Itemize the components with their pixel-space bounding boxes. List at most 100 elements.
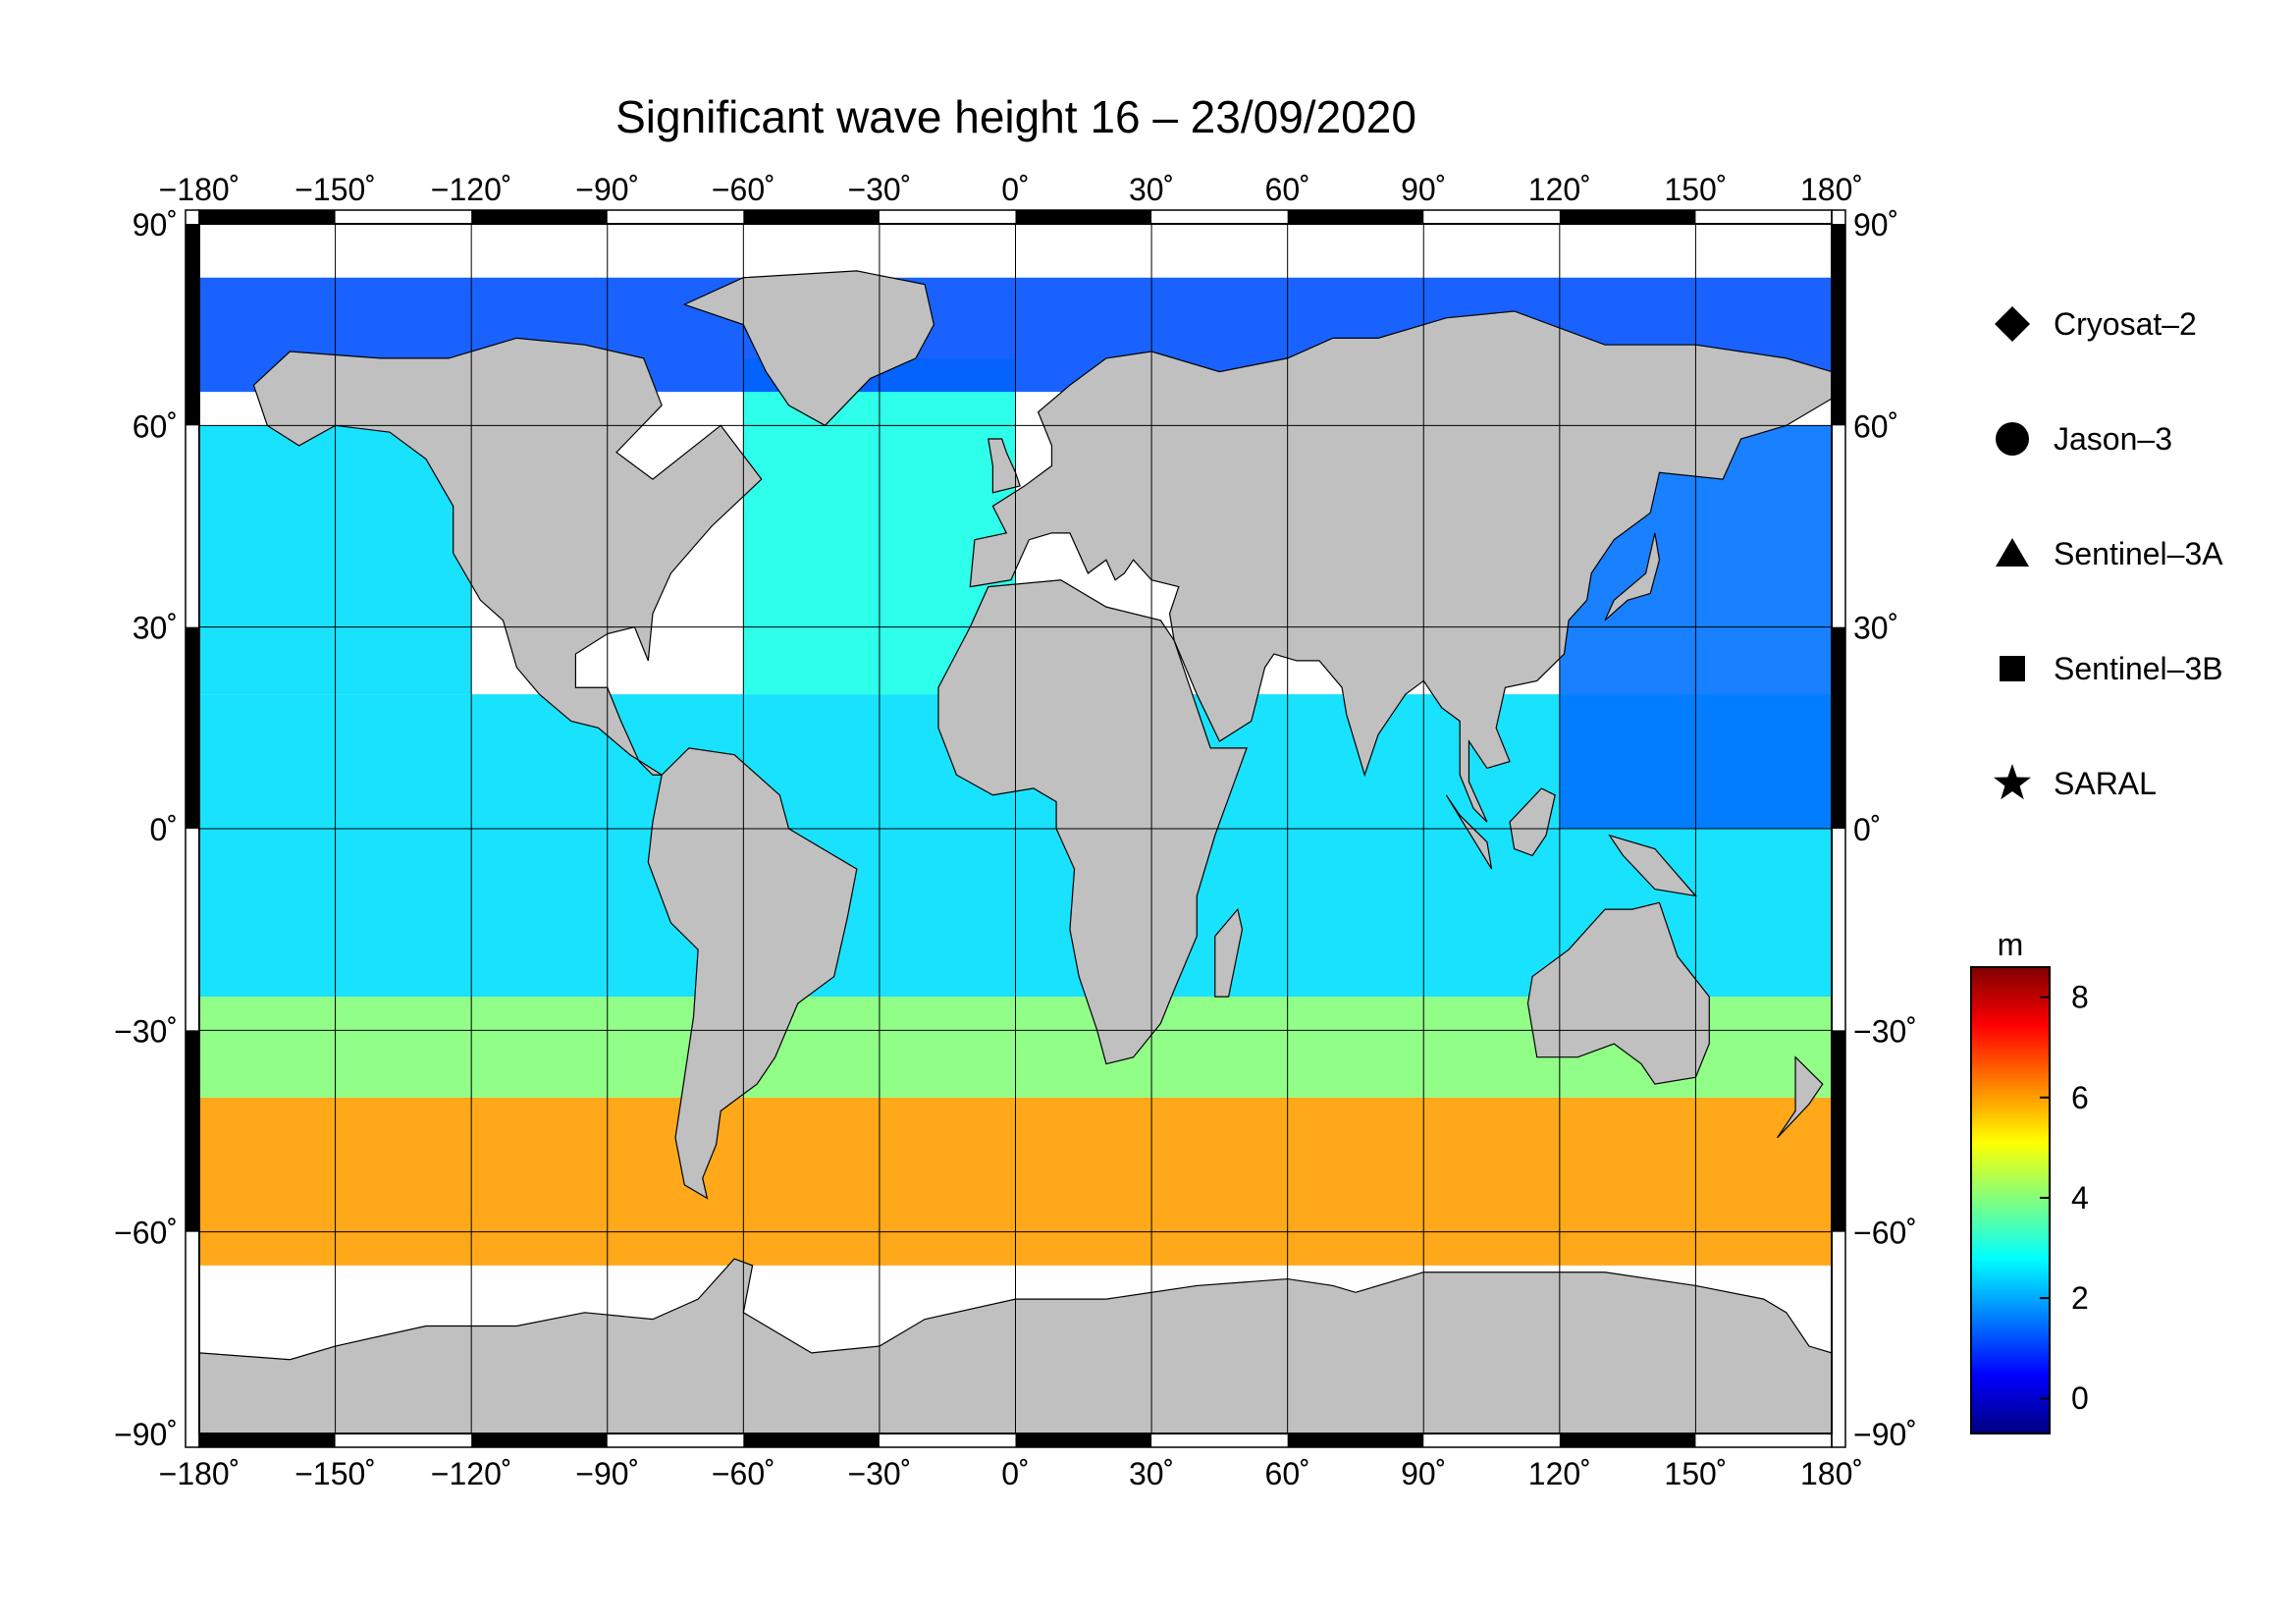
lon-tick-label-bottom: 120˚ [1528, 1456, 1591, 1491]
lat-tick-label-right: 60˚ [1853, 408, 1898, 444]
frame-segment [186, 626, 199, 829]
axis-tick-labels: −180˚ −180˚ −150˚ −150˚ −120˚ −120˚ −90˚ −90˚ −6… [114, 172, 1917, 1491]
legend-label: Sentinel–3B [2054, 651, 2223, 686]
lon-tick-label-top: 120˚ [1528, 172, 1591, 207]
frame-segment [471, 1434, 608, 1447]
colorbar: m 0 2 4 6 8 [1970, 927, 2089, 1434]
lon-tick-label-bottom: −30˚ [847, 1456, 911, 1491]
lon-tick-label-top: 90˚ [1401, 172, 1446, 207]
frame-segment [1832, 224, 1845, 426]
lon-tick-label-bottom: 180˚ [1800, 1456, 1863, 1491]
frame-segment [1559, 210, 1696, 224]
colorbar-unit: m [1998, 927, 2024, 962]
lat-tick-label-right: −30˚ [1853, 1013, 1917, 1049]
frame-segment [1832, 626, 1845, 829]
legend-label: Jason–3 [2054, 421, 2172, 457]
frame-segment [1015, 1434, 1152, 1447]
land-new-zealand [1777, 1055, 1824, 1139]
frame-segment [1287, 210, 1424, 224]
frame-segment [186, 224, 199, 426]
land-borneo [1509, 787, 1556, 857]
legend-item-circle: Jason–3 [1996, 421, 2172, 457]
lon-tick-label-top: −180˚ [159, 172, 240, 207]
land-greenland [682, 270, 934, 427]
lat-tick-label-right: 30˚ [1853, 611, 1898, 646]
lat-tick-label-right: −60˚ [1853, 1216, 1917, 1251]
lon-tick-label-bottom: −150˚ [294, 1456, 376, 1491]
lat-tick-label-left: 30˚ [133, 611, 178, 646]
lon-tick-label-bottom: 0˚ [1001, 1456, 1029, 1491]
lat-tick-label-left: 60˚ [133, 408, 178, 444]
map-frame [185, 209, 1846, 1448]
frame-segment [1832, 1030, 1845, 1232]
frame-segment [199, 1434, 336, 1447]
lon-tick-label-top: 150˚ [1664, 172, 1727, 207]
legend-item-star: SARAL [1994, 764, 2157, 801]
lon-tick-label-top: −60˚ [712, 172, 775, 207]
legend-label: Sentinel–3A [2054, 536, 2223, 571]
satellite-legend: Cryosat–2 Jason–3 Sentinel–3A Sentinel–3B SA… [1994, 306, 2223, 801]
lon-tick-label-top: 30˚ [1129, 172, 1174, 207]
lon-tick-label-top: −90˚ [575, 172, 639, 207]
frame-segment [186, 1030, 199, 1232]
diamond-icon [1995, 306, 2030, 342]
frame-segment [1015, 210, 1152, 224]
frame-left [185, 209, 200, 1448]
lat-tick-label-right: 90˚ [1853, 207, 1898, 243]
lon-tick-label-top: −120˚ [431, 172, 512, 207]
colorbar-tick-label: 4 [2071, 1180, 2089, 1216]
lat-tick-label-right: −90˚ [1853, 1417, 1917, 1452]
colorbar-tick-label: 8 [2071, 980, 2089, 1015]
lat-tick-label-left: 90˚ [133, 207, 178, 243]
lon-tick-label-bottom: −60˚ [712, 1456, 775, 1491]
legend-item-triangle: Sentinel–3A [1996, 536, 2223, 571]
lon-tick-label-bottom: −180˚ [159, 1456, 240, 1491]
lat-tick-label-left: −90˚ [114, 1417, 178, 1452]
chart-title: Significant wave height 16 – 23/09/2020 [615, 91, 1416, 142]
land-north-america [252, 337, 763, 776]
lat-tick-label-left: 0˚ [150, 812, 178, 847]
lon-tick-label-top: 180˚ [1800, 172, 1863, 207]
legend-label: Cryosat–2 [2054, 306, 2197, 342]
frame-segment [471, 210, 608, 224]
lon-tick-label-bottom: −90˚ [575, 1456, 639, 1491]
colorbar-tick-label: 6 [2071, 1080, 2089, 1115]
frame-segment [743, 210, 880, 224]
frame-segment [743, 1434, 880, 1447]
lon-tick-label-top: −150˚ [294, 172, 376, 207]
frame-segment [1559, 1434, 1696, 1447]
lon-tick-label-bottom: 90˚ [1401, 1456, 1446, 1491]
square-icon [2000, 656, 2025, 681]
colorbar-tick-label: 0 [2071, 1380, 2089, 1416]
land-south-america [647, 747, 858, 1200]
land-new-guinea [1608, 834, 1697, 897]
lat-tick-label-right: 0˚ [1853, 812, 1881, 847]
lat-tick-label-left: −60˚ [114, 1216, 178, 1251]
legend-item-square: Sentinel–3B [2000, 651, 2223, 686]
land-britain [988, 438, 1021, 494]
lon-tick-label-top: 60˚ [1265, 172, 1310, 207]
frame-segment [1287, 1434, 1424, 1447]
lon-tick-label-bottom: 150˚ [1664, 1456, 1727, 1491]
legend-item-diamond: Cryosat–2 [1995, 306, 2197, 342]
lon-tick-label-bottom: −120˚ [431, 1456, 512, 1491]
land-sumatra [1445, 794, 1493, 870]
triangle-icon [1996, 538, 2029, 567]
circle-icon [1996, 422, 2029, 456]
colorbar-gradient [1970, 966, 2051, 1434]
lon-tick-label-bottom: 30˚ [1129, 1456, 1174, 1491]
land-madagascar [1214, 907, 1244, 998]
land-eurasia [969, 310, 1832, 823]
land-australia [1526, 901, 1710, 1085]
colorbar-tick-label: 2 [2071, 1280, 2089, 1316]
legend-label: SARAL [2054, 766, 2157, 801]
lat-tick-label-left: −30˚ [114, 1013, 178, 1049]
frame-right [1831, 209, 1846, 1448]
lon-tick-label-top: −30˚ [847, 172, 911, 207]
star-icon [1994, 764, 2031, 800]
lon-tick-label-bottom: 60˚ [1265, 1456, 1310, 1491]
frame-segment [199, 210, 336, 224]
land-japan [1604, 532, 1661, 622]
lon-tick-label-top: 0˚ [1001, 172, 1029, 207]
